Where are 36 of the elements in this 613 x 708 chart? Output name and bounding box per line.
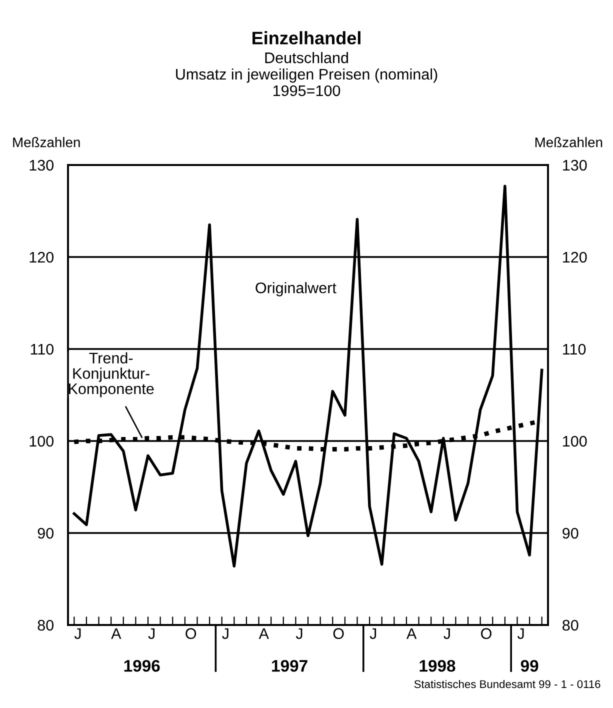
y2-tick-label: 120 <box>563 252 587 263</box>
y-tick-label: 110 <box>30 344 54 355</box>
y-tick-label: 120 <box>30 252 54 263</box>
series-label: Originalwert <box>256 282 336 296</box>
x-tick-label: O <box>333 628 344 639</box>
chart-title: Einzelhandel <box>252 31 360 44</box>
x-tick-label: J <box>74 628 81 639</box>
x-tick-label: O <box>186 628 196 639</box>
x-tick-label: O <box>481 628 492 639</box>
x-tick-label: J <box>517 628 524 639</box>
y2-tick-label: 130 <box>563 160 587 171</box>
y-axis-title: Meßzahlen <box>13 137 80 148</box>
x-tick-label: J <box>444 628 450 639</box>
y-tick-label: 130 <box>30 160 54 171</box>
y2-tick-label: 90 <box>562 528 578 539</box>
text: Trend- Konjunktur- Komponente <box>69 352 154 398</box>
text: 1997 <box>272 660 308 672</box>
x-tick-label: A <box>111 628 122 639</box>
y-tick-label: 90 <box>38 528 54 539</box>
chart-subtitle: Deutschland Umsatz in jeweiligen Preisen (nominal) 1995=100 <box>176 52 438 96</box>
x-tick-label: J <box>222 628 228 639</box>
text: 1998 <box>420 660 456 672</box>
x-tick-label: A <box>258 628 269 639</box>
y2-tick-label: 100 <box>563 436 587 447</box>
y-tick-label: 80 <box>38 620 54 631</box>
y-tick-label: 100 <box>30 436 54 447</box>
x-tick-label: A <box>406 628 417 639</box>
y2-tick-label: 110 <box>563 344 586 355</box>
x-tick-label: J <box>148 628 155 639</box>
text: 99 <box>520 660 538 672</box>
y2-axis-title: Meßzahlen <box>535 137 602 148</box>
y2-tick-label: 80 <box>562 620 578 631</box>
text: 1996 <box>124 660 160 672</box>
x-tick-label: J <box>296 628 302 639</box>
x-tick-label: J <box>370 628 376 639</box>
text: Statistisches Bundesamt 99 - 1 - 0116 <box>414 680 600 688</box>
